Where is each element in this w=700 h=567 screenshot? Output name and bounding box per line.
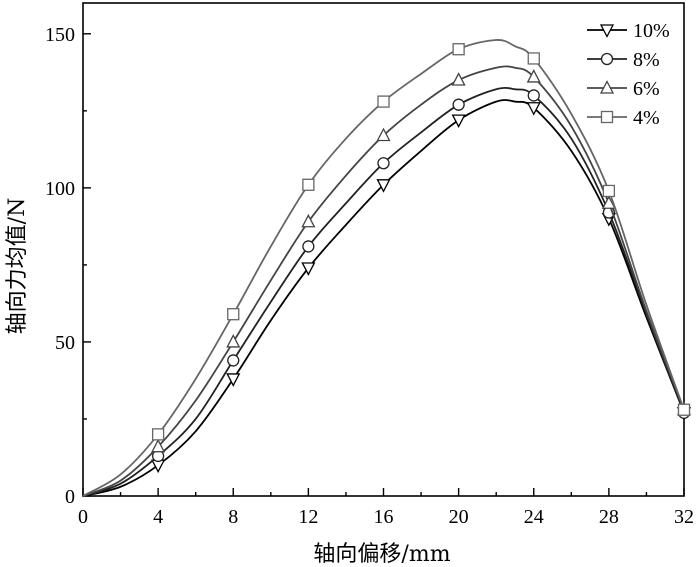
x-tick-label: 20 bbox=[449, 506, 469, 528]
x-tick-label: 32 bbox=[674, 506, 694, 528]
y-axis-title: 轴向力均值/N bbox=[5, 198, 30, 335]
legend-marker bbox=[600, 110, 614, 124]
y-tick-label: 150 bbox=[45, 24, 75, 46]
data-point bbox=[602, 184, 616, 198]
data-point bbox=[452, 43, 465, 56]
data-point bbox=[151, 438, 166, 453]
data-point bbox=[151, 428, 165, 441]
series-line bbox=[82, 86, 685, 497]
data-point bbox=[527, 52, 540, 65]
legend-label: 8% bbox=[633, 49, 660, 71]
legend-label: 4% bbox=[633, 107, 660, 129]
data-point bbox=[452, 98, 465, 111]
data-point bbox=[527, 89, 540, 102]
data-point bbox=[377, 157, 390, 170]
data-point bbox=[226, 334, 241, 348]
legend-label: 6% bbox=[633, 78, 660, 100]
x-tick-label: 28 bbox=[599, 506, 619, 528]
data-point bbox=[301, 213, 316, 228]
plot-frame bbox=[82, 2, 685, 497]
legend-marker bbox=[599, 24, 615, 38]
data-point bbox=[377, 95, 390, 108]
series-line bbox=[82, 39, 685, 497]
x-tick-label: 16 bbox=[374, 506, 394, 528]
legend-label: 10% bbox=[633, 20, 670, 42]
x-tick-label: 4 bbox=[153, 506, 163, 528]
data-point bbox=[227, 354, 240, 367]
data-point bbox=[451, 114, 466, 128]
series-line bbox=[82, 65, 685, 497]
data-point bbox=[526, 102, 541, 116]
data-point bbox=[302, 178, 315, 191]
data-point bbox=[227, 308, 240, 321]
legend-marker bbox=[599, 80, 615, 94]
data-point bbox=[302, 240, 315, 253]
data-point bbox=[226, 373, 241, 387]
data-point bbox=[451, 72, 466, 86]
data-point bbox=[301, 262, 316, 276]
series-line bbox=[82, 99, 685, 497]
x-axis-title: 轴向偏移/mm bbox=[313, 542, 450, 567]
legend-marker bbox=[600, 52, 614, 66]
data-point bbox=[601, 195, 616, 209]
y-tick-label: 0 bbox=[65, 486, 75, 508]
x-tick-label: 8 bbox=[228, 506, 238, 528]
data-point bbox=[677, 403, 691, 416]
x-tick-label: 0 bbox=[78, 506, 88, 528]
data-point bbox=[376, 179, 391, 193]
data-point bbox=[376, 127, 391, 142]
x-tick-label: 24 bbox=[524, 506, 544, 528]
data-point bbox=[526, 69, 541, 83]
y-tick-label: 50 bbox=[55, 332, 75, 354]
y-tick-label: 100 bbox=[45, 178, 75, 200]
x-tick-label: 12 bbox=[298, 506, 318, 528]
